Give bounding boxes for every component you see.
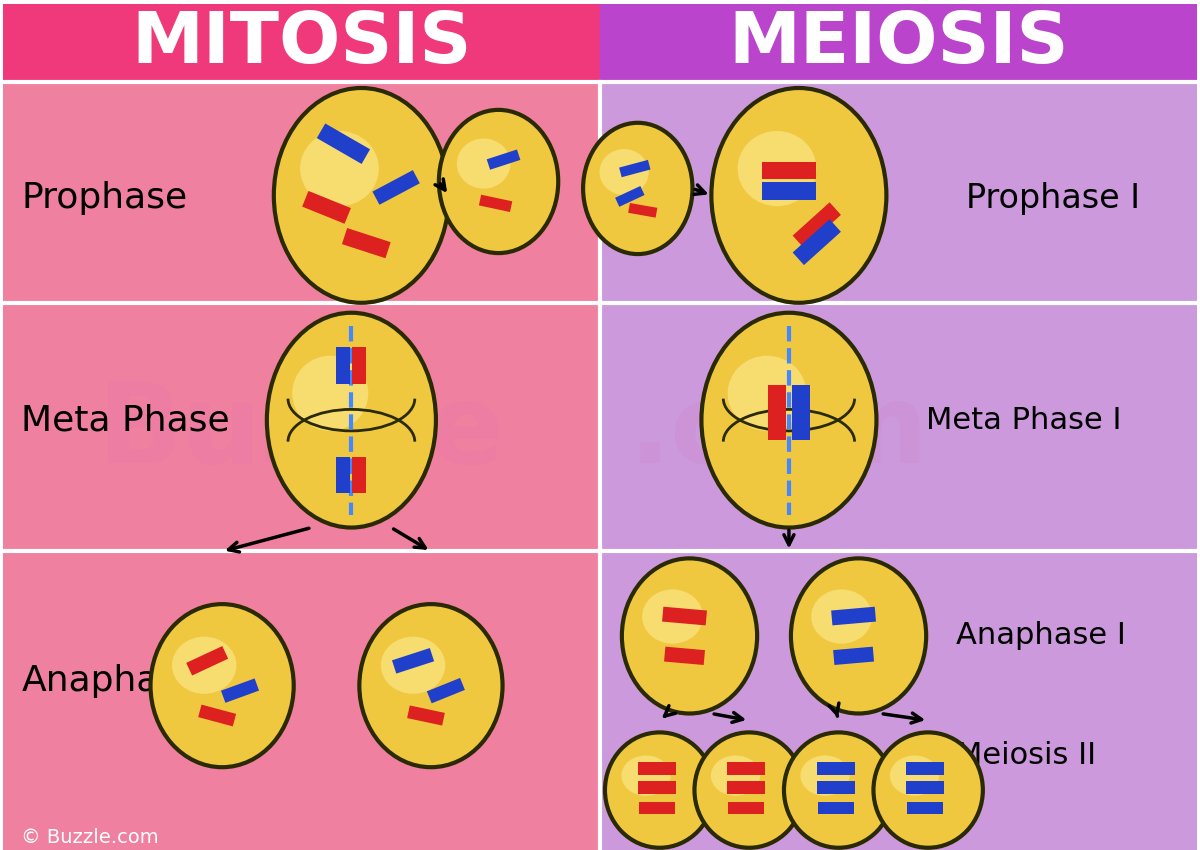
Ellipse shape (600, 149, 649, 195)
Ellipse shape (300, 131, 379, 207)
Text: MITOSIS: MITOSIS (132, 8, 472, 77)
Polygon shape (727, 780, 766, 794)
Polygon shape (762, 162, 816, 179)
Ellipse shape (293, 355, 368, 431)
Ellipse shape (695, 733, 804, 847)
Polygon shape (619, 160, 650, 177)
Polygon shape (728, 802, 764, 814)
Ellipse shape (605, 733, 714, 847)
Polygon shape (637, 780, 676, 794)
Ellipse shape (274, 88, 449, 303)
Polygon shape (907, 802, 943, 814)
Text: Prophase I: Prophase I (966, 182, 1140, 215)
Ellipse shape (800, 756, 850, 796)
Polygon shape (186, 646, 228, 676)
Polygon shape (832, 607, 876, 626)
Polygon shape (407, 706, 445, 726)
Ellipse shape (359, 604, 503, 768)
Text: .com: .com (629, 378, 929, 485)
Polygon shape (616, 186, 644, 207)
Bar (4, 4, 600, 850)
Ellipse shape (622, 558, 757, 713)
Polygon shape (221, 678, 259, 703)
Polygon shape (487, 150, 521, 170)
Polygon shape (628, 203, 658, 218)
Polygon shape (662, 607, 707, 626)
Ellipse shape (439, 110, 558, 253)
Ellipse shape (702, 313, 876, 528)
Bar (600, 4, 1196, 82)
Polygon shape (817, 762, 854, 774)
Text: Prophase: Prophase (22, 181, 187, 215)
Polygon shape (336, 457, 350, 493)
Ellipse shape (874, 733, 983, 847)
Polygon shape (768, 385, 786, 439)
Polygon shape (793, 219, 841, 265)
Polygon shape (638, 802, 674, 814)
Text: Meiosis II: Meiosis II (956, 740, 1096, 770)
Ellipse shape (150, 604, 294, 768)
Ellipse shape (642, 589, 703, 643)
Polygon shape (353, 347, 366, 384)
Polygon shape (479, 195, 512, 212)
Polygon shape (353, 457, 366, 493)
Polygon shape (302, 191, 350, 224)
Bar (600, 4, 1196, 850)
Text: Buzzle: Buzzle (98, 378, 505, 485)
Text: MEIOSIS: MEIOSIS (728, 8, 1069, 77)
Polygon shape (372, 170, 420, 205)
Polygon shape (793, 202, 841, 248)
Ellipse shape (622, 756, 671, 796)
Ellipse shape (457, 139, 510, 189)
Polygon shape (427, 678, 464, 703)
Polygon shape (833, 647, 874, 665)
Polygon shape (637, 762, 676, 774)
Polygon shape (198, 705, 236, 727)
Text: Anaphase I: Anaphase I (956, 621, 1126, 650)
Polygon shape (392, 648, 434, 673)
Polygon shape (817, 780, 854, 794)
Polygon shape (762, 183, 816, 201)
Polygon shape (906, 780, 944, 794)
Ellipse shape (712, 88, 887, 303)
Ellipse shape (784, 733, 893, 847)
Polygon shape (317, 123, 370, 164)
Bar (4, 4, 600, 82)
Text: © Buzzle.com: © Buzzle.com (22, 828, 158, 847)
Ellipse shape (380, 637, 445, 694)
Ellipse shape (710, 756, 760, 796)
Polygon shape (664, 647, 704, 665)
Text: Meta Phase: Meta Phase (22, 403, 230, 437)
Polygon shape (727, 762, 766, 774)
Ellipse shape (791, 558, 926, 713)
Ellipse shape (172, 637, 236, 694)
Ellipse shape (738, 131, 816, 207)
Ellipse shape (583, 122, 692, 254)
Polygon shape (817, 802, 853, 814)
Text: Meta Phase I: Meta Phase I (926, 405, 1122, 434)
Ellipse shape (266, 313, 436, 528)
Polygon shape (906, 762, 944, 774)
Text: Anaphase: Anaphase (22, 664, 199, 698)
Ellipse shape (811, 589, 872, 643)
Ellipse shape (890, 756, 940, 796)
Ellipse shape (727, 355, 806, 431)
Polygon shape (336, 347, 350, 384)
Polygon shape (792, 385, 810, 439)
Polygon shape (342, 228, 391, 258)
